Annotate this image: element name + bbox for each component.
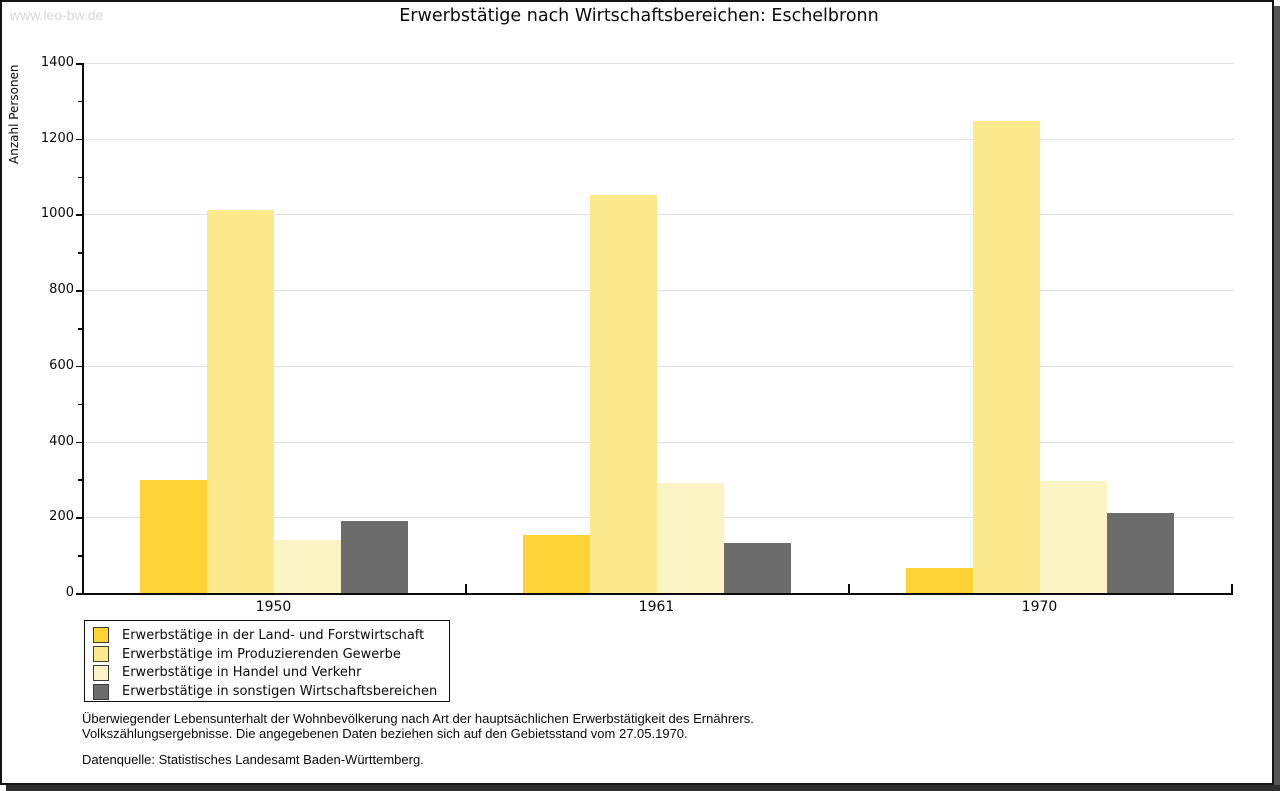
y-tick-label: 400 [49, 433, 74, 449]
y-tick-label: 800 [49, 282, 74, 298]
gridline [82, 290, 1234, 292]
y-minor-tick [78, 403, 82, 406]
legend-swatch [93, 664, 109, 681]
watermark: www.leo-bw.de [10, 7, 104, 23]
y-minor-tick [78, 555, 82, 557]
frame-shadow-right [1274, 6, 1280, 791]
gridline [82, 138, 1234, 140]
legend-label: Erwerbstätige in Handel und Verkehr [122, 665, 362, 681]
y-tick [76, 138, 82, 141]
y-axis [82, 63, 84, 595]
y-tick [76, 63, 82, 65]
x-tick-label: 1961 [638, 599, 675, 615]
y-tick [76, 517, 82, 519]
y-minor-tick [78, 100, 82, 103]
y-tick-label: 1000 [40, 206, 74, 222]
y-minor-tick [78, 328, 82, 330]
bar [905, 568, 973, 593]
gridline [82, 365, 1234, 367]
gridline [82, 214, 1234, 216]
x-boundary-tick [465, 584, 467, 593]
legend-item: Erwerbstätige in Handel und Verkehr [93, 664, 449, 682]
bar [206, 209, 274, 593]
y-tick-label: 200 [49, 509, 74, 525]
bar [589, 194, 657, 593]
bar [1039, 481, 1107, 593]
bar [340, 521, 408, 593]
bar [522, 535, 590, 593]
footnote-line-1: Überwiegender Lebensunterhalt der Wohnbe… [82, 711, 754, 726]
legend-label: Erwerbstätige in der Land- und Forstwirt… [122, 627, 425, 643]
x-axis [82, 593, 1233, 595]
y-tick [76, 593, 82, 595]
x-boundary-tick [848, 584, 850, 593]
legend-item: Erwerbstätige in der Land- und Forstwirt… [93, 626, 449, 644]
y-tick-label: 1200 [40, 130, 74, 146]
legend-label: Erwerbstätige im Produzierenden Gewerbe [122, 646, 401, 662]
legend-swatch [93, 646, 109, 663]
bar [139, 480, 207, 593]
legend-item: Erwerbstätige in sonstigen Wirtschaftsbe… [93, 683, 449, 701]
gridline [82, 63, 1234, 64]
y-tick [76, 290, 82, 292]
legend-swatch [93, 627, 109, 644]
y-tick-label: 1400 [40, 55, 74, 70]
legend-swatch [93, 683, 109, 700]
page-title: Erwerbstätige nach Wirtschaftsbereichen:… [399, 6, 879, 26]
source-line: Datenquelle: Statistisches Landesamt Bad… [82, 752, 424, 767]
y-tick [76, 214, 82, 216]
y-minor-tick [78, 479, 82, 481]
y-tick [76, 441, 82, 444]
x-tick-label: 1970 [1021, 599, 1058, 615]
gridline [82, 441, 1234, 443]
legend-item: Erwerbstätige im Produzierenden Gewerbe [93, 645, 449, 663]
legend-label: Erwerbstätige in sonstigen Wirtschaftsbe… [122, 684, 438, 700]
frame-shadow-bottom [6, 785, 1280, 791]
y-tick [76, 365, 82, 368]
bar [1106, 513, 1174, 593]
footnote-block: Überwiegender Lebensunterhalt der Wohnbe… [82, 711, 754, 741]
y-tick-label: 600 [49, 357, 74, 373]
x-tick-label: 1950 [255, 599, 292, 615]
x-boundary-tick [1231, 584, 1233, 593]
bar [723, 543, 791, 593]
bar [972, 120, 1040, 593]
legend: Erwerbstätige in der Land- und Forstwirt… [84, 620, 450, 702]
bar [273, 540, 341, 593]
y-minor-tick [78, 252, 82, 254]
y-minor-tick [78, 176, 82, 179]
footnote-line-2: Volkszählungsergebnisse. Die angegebenen… [82, 725, 688, 741]
y-tick-label: 0 [65, 585, 74, 600]
bar [656, 483, 724, 593]
